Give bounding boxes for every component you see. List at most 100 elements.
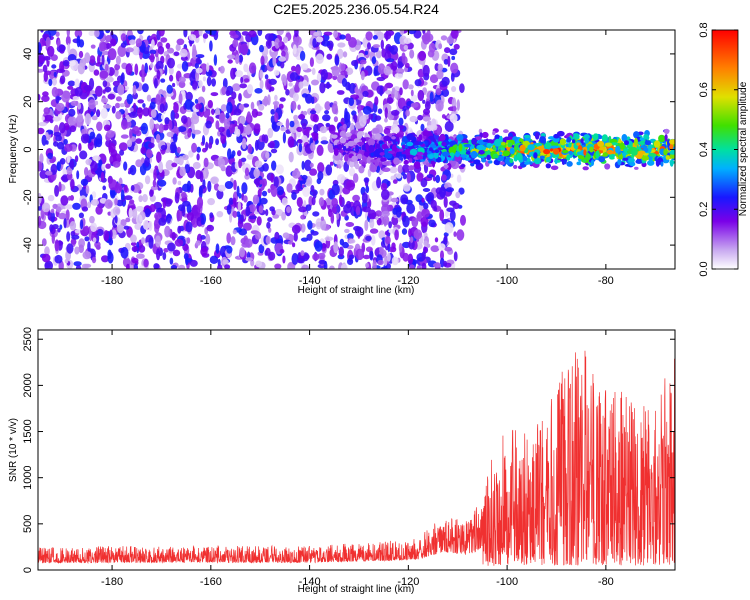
spectrogram-noise-blob xyxy=(144,62,148,74)
spectrogram-signal-blob xyxy=(503,129,509,134)
spectrogram-noise-blob xyxy=(157,179,167,187)
spectrogram-noise-blob xyxy=(133,263,139,269)
spectrogram-signal-blob xyxy=(487,150,491,155)
spectrogram-noise-blob xyxy=(115,55,121,66)
spectrogram-noise-blob xyxy=(429,91,434,102)
spectrogram-noise-blob xyxy=(84,236,90,242)
spectrogram-noise-blob xyxy=(84,167,89,177)
spectrogram-noise-blob xyxy=(144,175,151,185)
spectrogram-noise-blob xyxy=(402,79,409,90)
spectrogram-noise-blob xyxy=(38,93,41,101)
spectrogram-noise-blob xyxy=(108,142,116,153)
spectrogram-noise-blob xyxy=(382,167,391,172)
spectrogram-noise-blob xyxy=(91,256,97,264)
spectrogram-noise-blob xyxy=(155,123,160,130)
spectrogram-noise-blob xyxy=(156,248,161,261)
spectrogram-noise-blob xyxy=(125,217,131,223)
spectrogram-noise-blob xyxy=(211,108,215,115)
spectrogram-noise-blob xyxy=(136,107,144,118)
spectrogram-signal-blob xyxy=(363,151,370,157)
spectrogram-noise-blob xyxy=(66,166,73,175)
spectrogram-signal-blob xyxy=(374,133,382,140)
spectrogram-signal-blob xyxy=(398,148,404,152)
spectrogram-noise-blob xyxy=(255,231,262,240)
spectrogram-noise-blob xyxy=(423,202,429,210)
spectrogram-noise-blob xyxy=(173,102,179,114)
spectrogram-noise-blob xyxy=(367,42,371,50)
spectrogram-noise-blob xyxy=(155,133,161,143)
spectrogram-noise-blob xyxy=(229,31,237,36)
spectrogram-signal-blob xyxy=(534,132,540,140)
spectrogram-noise-blob xyxy=(443,234,448,243)
spectrogram-signal-blob xyxy=(384,153,393,159)
spectrogram-noise-blob xyxy=(136,253,145,259)
spectrogram-noise-blob xyxy=(324,101,331,111)
spectrogram-signal-blob xyxy=(545,157,552,163)
spectrogram-noise-blob xyxy=(174,238,184,247)
spectrogram-noise-blob xyxy=(131,257,139,264)
spectrogram-x-ticks: -180 -160 -140 -120 -100 -80 xyxy=(101,30,614,287)
spectrogram-noise-blob xyxy=(198,185,203,196)
spectrogram-signal-blob xyxy=(401,144,406,150)
spectrogram-noise-blob xyxy=(158,217,167,226)
spectrogram-noise-blob xyxy=(164,225,171,238)
spectrogram-noise-blob xyxy=(384,107,388,119)
spectrogram-noise-blob xyxy=(154,212,162,220)
spectrogram-noise-blob xyxy=(225,165,233,177)
spectrogram-noise-blob xyxy=(440,250,444,261)
spectrogram-signal-blob xyxy=(448,146,457,155)
spectrogram-noise-blob xyxy=(121,72,125,83)
spectrogram-noise-blob xyxy=(391,60,398,71)
spectrogram-noise-blob xyxy=(137,30,144,35)
spectrogram-noise-blob xyxy=(132,102,137,115)
spectrogram-noise-blob xyxy=(299,50,306,62)
spectrogram-noise-blob xyxy=(61,90,71,103)
spectrogram-noise-blob xyxy=(391,256,399,266)
spectrogram-signal-blob xyxy=(403,159,409,165)
spectrogram-noise-blob xyxy=(309,168,318,176)
spectrogram-noise-blob xyxy=(376,176,382,189)
spectrogram-noise-blob xyxy=(278,41,283,47)
spectrogram-noise-blob xyxy=(234,161,240,170)
spectrogram-noise-blob xyxy=(41,253,51,263)
spectrogram-signal-blob xyxy=(437,147,443,151)
spectrogram-noise-blob xyxy=(192,80,198,90)
spectrogram-noise-blob xyxy=(257,30,263,36)
spectrogram-noise-blob xyxy=(177,225,182,234)
spectrogram-signal-blob xyxy=(465,150,471,155)
spectrogram-signal-blob xyxy=(550,145,559,149)
spectrogram-noise-blob xyxy=(285,89,290,96)
spectrogram-noise-blob xyxy=(274,263,282,269)
spectrogram-noise-blob xyxy=(115,102,121,109)
spectrogram-noise-blob xyxy=(397,61,403,70)
spectrogram-noise-blob xyxy=(331,103,338,115)
spectrogram-noise-blob xyxy=(408,228,412,238)
spectrogram-noise-blob xyxy=(421,197,425,203)
spectrogram-noise-blob xyxy=(89,55,96,64)
spectrogram-noise-blob xyxy=(435,88,442,96)
spectrogram-noise-blob xyxy=(44,114,54,122)
spectrogram-noise-blob xyxy=(167,57,175,69)
spectrogram-noise-blob xyxy=(281,74,287,83)
spectrogram-signal-blob xyxy=(406,141,414,147)
colorbar: 0.0 0.2 0.4 0.6 0.8 Normalized spectral ampl… xyxy=(698,22,749,276)
spectrogram-signal-blob xyxy=(458,143,463,152)
spectrogram-noise-blob xyxy=(81,128,87,135)
spectrogram-noise-blob xyxy=(225,112,230,119)
spectrogram-signal-blob xyxy=(660,161,664,167)
spectrogram-noise-blob xyxy=(315,36,324,43)
spectrogram-noise-blob xyxy=(368,113,374,120)
spectrogram-noise-blob xyxy=(238,158,243,169)
spectrogram-noise-blob xyxy=(142,83,149,93)
spectrogram-noise-blob xyxy=(300,250,305,256)
spectrogram-noise-blob xyxy=(273,176,279,189)
spectrogram-signal-blob xyxy=(449,152,455,157)
spectrogram-noise-blob xyxy=(206,224,214,232)
spectrogram-noise-blob xyxy=(433,262,441,268)
spectrogram-noise-blob xyxy=(336,212,340,220)
spectrogram-signal-blob xyxy=(617,158,622,166)
spectrogram-noise-blob xyxy=(43,107,51,115)
spectrogram-noise-blob xyxy=(206,62,210,73)
spectrogram-noise-blob xyxy=(44,260,53,269)
